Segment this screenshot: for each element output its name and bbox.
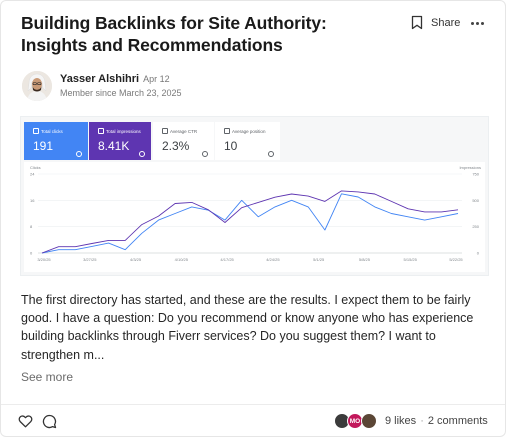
checkbox-icon <box>33 128 39 134</box>
reactor-avatars[interactable]: MO <box>334 413 380 429</box>
x-tick-label: 4/24/25 <box>266 257 280 262</box>
search-console-screenshot[interactable]: Total clicks 191 Total impressions 8.41K… <box>20 116 489 276</box>
y-axis-right-label: Impressions <box>459 165 481 170</box>
metric-tile-clicks: Total clicks 191 <box>24 122 88 160</box>
metric-label: Total impressions <box>106 128 141 134</box>
metric-tile-position: Average position 10 <box>215 122 280 160</box>
help-icon <box>202 151 208 157</box>
more-options-icon[interactable] <box>468 15 486 31</box>
metric-value: 2.3% <box>162 139 190 153</box>
comment-icon[interactable] <box>42 414 57 429</box>
performance-chart-svg: Clicks Impressions 24 750 16 500 8 250 0 0 3/20/25… <box>30 165 481 262</box>
share-label: Share <box>431 16 461 29</box>
y-tick-left: 0 <box>30 251 33 256</box>
likes-count[interactable]: 9 likes <box>385 415 417 427</box>
footer-divider <box>1 404 505 405</box>
x-tick-label: 4/3/25 <box>130 257 142 262</box>
x-tick-label: 4/10/25 <box>175 257 189 262</box>
checkbox-icon <box>162 128 168 134</box>
comments-count[interactable]: 2 comments <box>427 415 488 427</box>
metric-value: 191 <box>33 139 54 153</box>
post-body: The first directory has started, and the… <box>21 293 474 362</box>
author-line: Yasser Alshihri Apr 12 <box>60 73 170 85</box>
metric-label: Total clicks <box>41 128 63 134</box>
help-icon <box>76 151 82 157</box>
help-icon <box>139 151 145 157</box>
y-tick-left: 8 <box>30 224 33 229</box>
y-axis-left-label: Clicks <box>30 165 41 170</box>
post-date: Apr 12 <box>143 74 170 84</box>
avatar <box>361 413 377 429</box>
metric-value: 8.41K <box>98 139 130 153</box>
post-title[interactable]: Building Backlinks for Site Authority: I… <box>21 12 391 56</box>
metric-label: Average position <box>232 128 266 134</box>
heart-icon[interactable] <box>18 414 33 428</box>
x-tick-label: 5/15/25 <box>404 257 418 262</box>
checkbox-icon <box>98 128 104 134</box>
bookmark-icon <box>411 15 423 30</box>
stats-separator: · <box>420 415 424 427</box>
post-title-line-2: Insights and Recommendations <box>21 35 283 55</box>
y-tick-right: 0 <box>477 251 480 256</box>
y-tick-right: 250 <box>472 224 479 229</box>
member-since: Member since March 23, 2025 <box>60 88 182 98</box>
x-tick-label: 3/27/25 <box>83 257 97 262</box>
series-line-clicks <box>41 193 459 254</box>
share-button[interactable]: Share <box>410 15 460 30</box>
y-tick-left: 16 <box>30 198 35 203</box>
see-more-link[interactable]: See more <box>21 370 74 384</box>
x-tick-label: 3/20/25 <box>37 257 51 262</box>
y-tick-right: 750 <box>472 172 479 177</box>
x-tick-label: 5/1/25 <box>313 257 325 262</box>
y-tick-right: 500 <box>472 198 479 203</box>
metric-value: 10 <box>224 139 238 153</box>
metric-tile-ctr: Average CTR 2.3% <box>153 122 214 160</box>
author-name[interactable]: Yasser Alshihri <box>60 73 140 85</box>
metric-tile-impressions: Total impressions 8.41K <box>89 122 151 160</box>
engagement-stats: 9 likes · 2 comments <box>385 415 488 427</box>
x-tick-label: 4/17/25 <box>220 257 234 262</box>
checkbox-icon <box>224 128 230 134</box>
post-title-line-1: Building Backlinks for Site Authority: <box>21 13 327 33</box>
author-avatar[interactable] <box>22 71 52 101</box>
series-line-impressions <box>41 190 459 254</box>
metric-label: Average CTR <box>170 128 198 134</box>
x-tick-label: 5/8/25 <box>359 257 371 262</box>
x-tick-label: 5/22/25 <box>449 257 463 262</box>
help-icon <box>268 151 274 157</box>
performance-chart: Clicks Impressions 24 750 16 500 8 250 0 0 3/20/25… <box>24 162 485 272</box>
y-tick-left: 24 <box>30 172 35 177</box>
